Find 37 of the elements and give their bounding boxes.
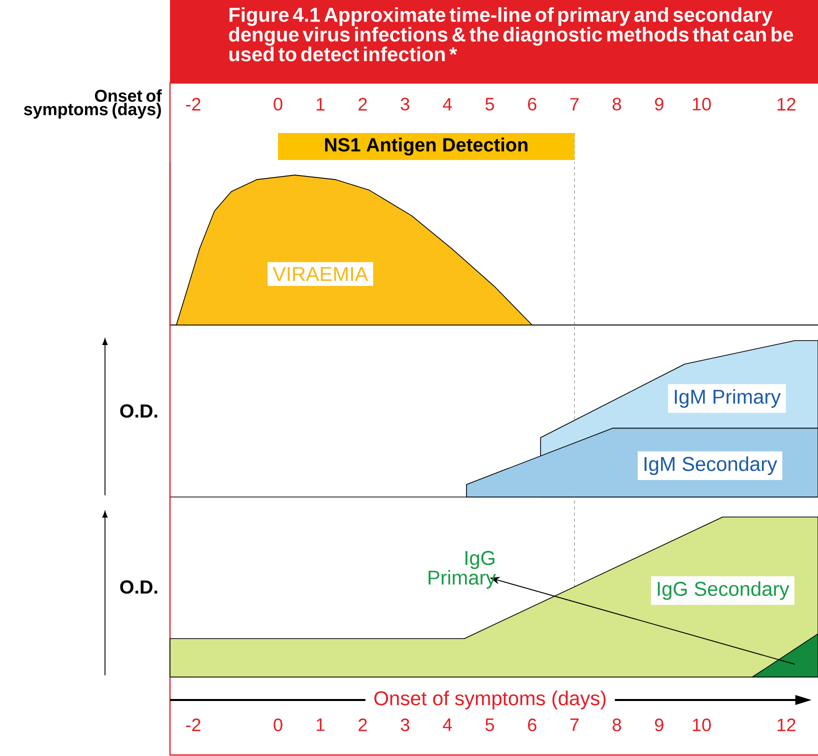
x-tick-label: 5 xyxy=(485,718,494,732)
series-label: IgM Secondary xyxy=(644,456,778,476)
x-tick-label: 10 xyxy=(692,98,711,110)
x-tick-label: 5 xyxy=(485,98,494,110)
x-tick-label: 2 xyxy=(358,98,367,110)
y-axis-title: O.D. xyxy=(120,580,158,594)
x-tick-label: 0 xyxy=(274,98,282,110)
x-axis-title: Onset of symptoms (days) xyxy=(24,89,162,119)
y-axis-title: O.D. xyxy=(120,404,158,418)
series-label: NS1 Antigen Detection xyxy=(325,138,528,156)
x-tick-label: 10 xyxy=(692,718,711,732)
x-tick-label: 1 xyxy=(316,98,324,110)
x-tick-label: 7 xyxy=(570,718,579,731)
text: IgG Primary xyxy=(428,550,496,589)
x-tick-label: 8 xyxy=(612,98,622,110)
x-axis-title: Onset of symptoms (days) xyxy=(374,690,606,710)
x-tick-label: 6 xyxy=(528,98,536,110)
series-label: VIRAEMIA xyxy=(272,267,368,281)
x-tick-label: -2 xyxy=(186,98,200,110)
x-tick-label: 9 xyxy=(655,98,664,110)
x-tick-label: 12 xyxy=(778,98,796,110)
series-label: IgG Secondary xyxy=(658,581,790,600)
x-tick-label: 9 xyxy=(655,718,664,732)
x-tick-label: 7 xyxy=(570,98,579,110)
series-label: IgM Primary xyxy=(674,389,781,408)
x-tick-label: 3 xyxy=(400,718,410,732)
x-tick-label: 4 xyxy=(442,718,452,731)
x-tick-label: -2 xyxy=(186,718,200,732)
x-tick-label: 8 xyxy=(612,718,622,732)
x-tick-label: 1 xyxy=(316,718,324,731)
x-tick-label: 6 xyxy=(528,718,536,732)
chart-title: Figure 4.1 Approximate time-line of primary and secondary dengue virus infections & the diagnostic methods that can be used to detect infection * xyxy=(229,7,794,62)
x-tick-label: 2 xyxy=(358,718,367,732)
x-tick-label: 3 xyxy=(400,98,410,110)
x-tick-label: 0 xyxy=(274,718,282,732)
x-tick-label: 4 xyxy=(442,98,452,110)
x-tick-label: 12 xyxy=(778,718,796,732)
